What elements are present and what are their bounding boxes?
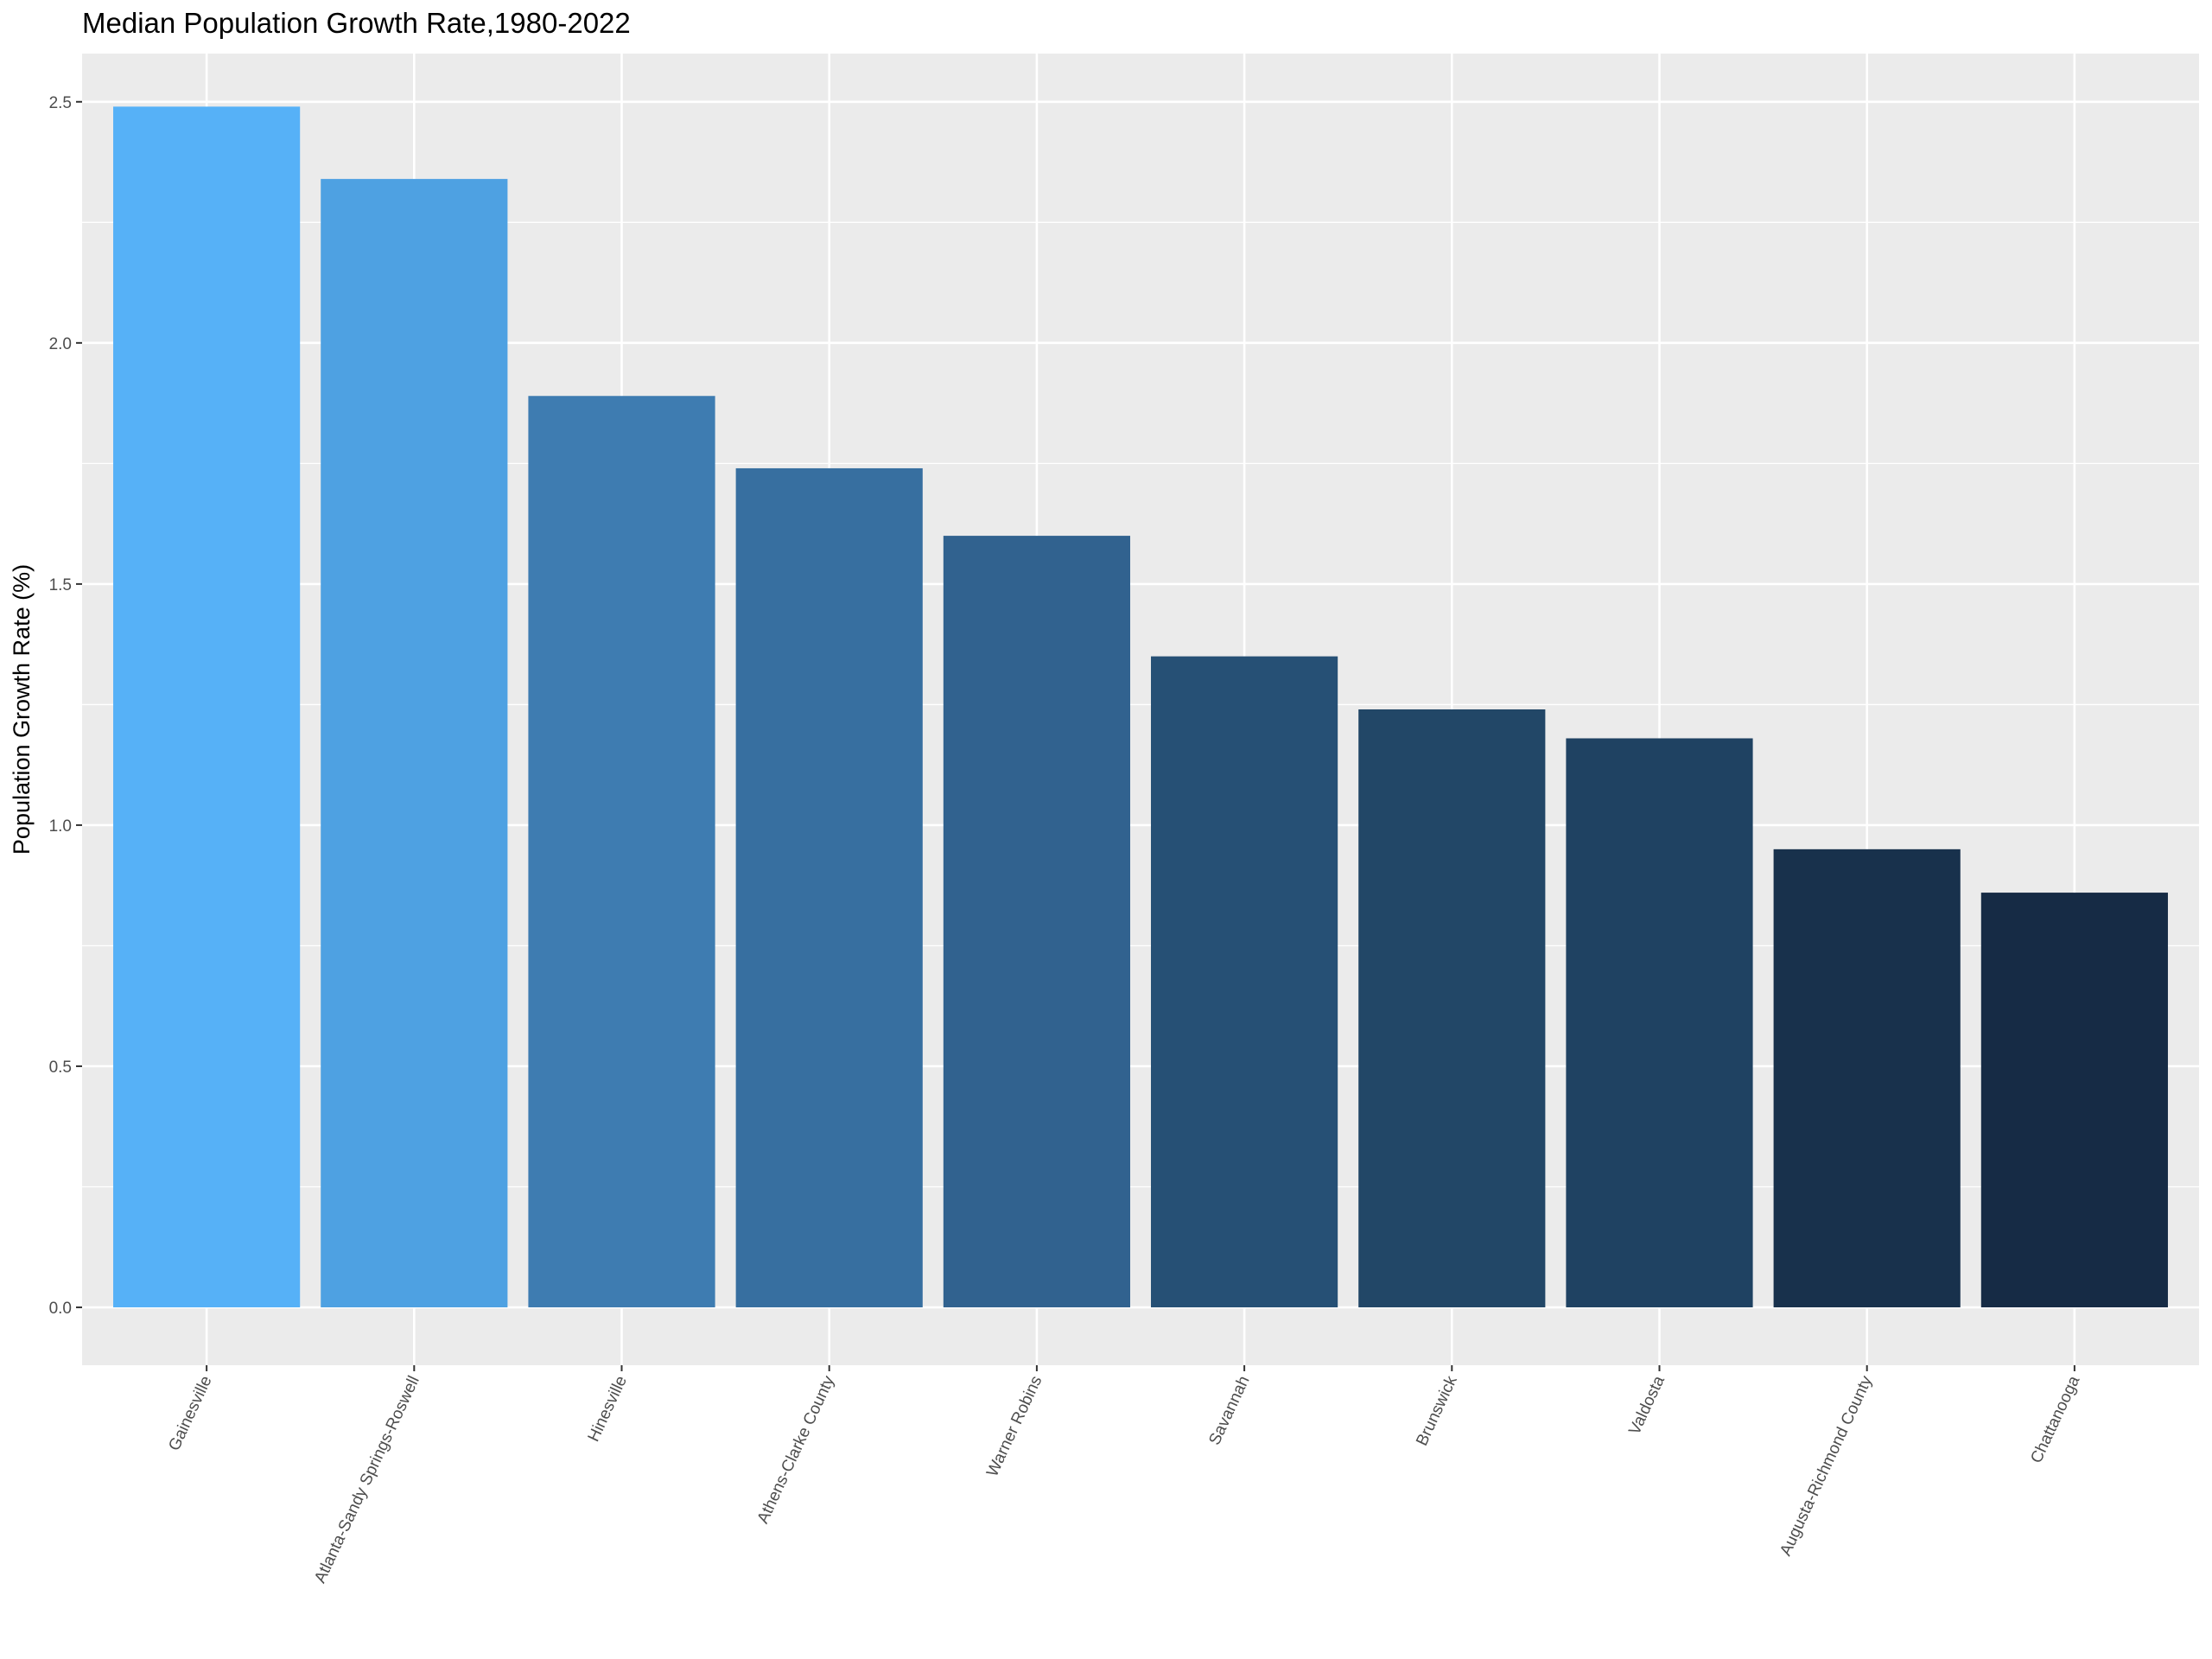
x-tick-label: Athens-Clarke County (754, 1373, 839, 1527)
y-axis: 0.0 0.5 1.0 1.5 2.0 2.5 (49, 94, 82, 1318)
chart-title: Median Population Growth Rate,1980-2022 (82, 7, 631, 39)
x-tick-label: Warner Robins (983, 1373, 1046, 1479)
x-tick-label: Augusta-Richmond County (1777, 1373, 1876, 1559)
x-tick-label: Gainesville (165, 1373, 215, 1453)
y-tick-label: 2.5 (49, 94, 72, 112)
y-tick-label: 2.0 (49, 335, 72, 353)
bar-savannah (1151, 656, 1338, 1308)
x-tick-label: Brunswick (1413, 1373, 1461, 1449)
x-tick-label: Valdosta (1625, 1373, 1669, 1438)
y-axis-title: Population Growth Rate (%) (9, 564, 35, 855)
bars (113, 106, 2168, 1308)
bar-brunswick (1358, 709, 1546, 1308)
bar-athens-clarke-county (735, 467, 923, 1308)
x-tick-label: Hinesville (585, 1373, 631, 1445)
bar-gainesville (113, 106, 301, 1308)
y-tick-label: 0.5 (49, 1058, 72, 1077)
y-tick-label: 1.0 (49, 817, 72, 836)
y-tick-label: 1.5 (49, 576, 72, 594)
bar-atlanta-sandy-springs-roswell (321, 179, 508, 1308)
bar-augusta-richmond-county (1773, 849, 1961, 1308)
x-tick-label: Savannah (1205, 1373, 1253, 1447)
x-tick-label: Atlanta-Sandy Springs-Roswell (311, 1373, 423, 1586)
x-tick-label: Chattanooga (2027, 1373, 2083, 1466)
bar-chattanooga (1980, 893, 2168, 1308)
bar-valdosta (1566, 738, 1753, 1308)
x-axis: Gainesville Atlanta-Sandy Springs-Roswell… (165, 1365, 2084, 1586)
y-tick-label: 0.0 (49, 1300, 72, 1318)
bar-hinesville (528, 396, 715, 1308)
bar-warner-robins (943, 536, 1130, 1308)
